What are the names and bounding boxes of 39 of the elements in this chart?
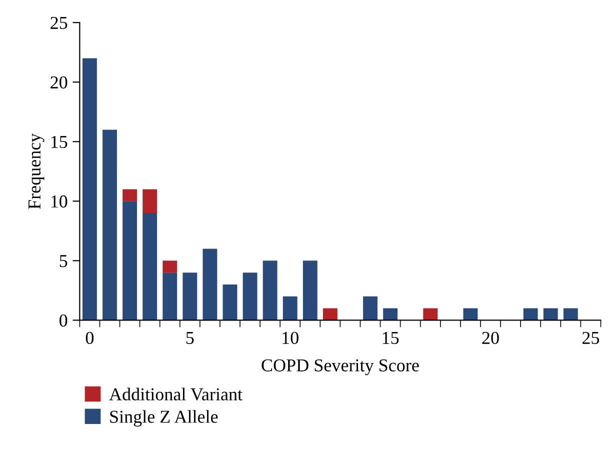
- bar: [182, 272, 198, 320]
- x-tick-label: 25: [582, 332, 600, 344]
- bar: [282, 296, 298, 320]
- bar: [463, 308, 478, 320]
- bar: [142, 213, 158, 320]
- y-tick-label: 0: [60, 314, 68, 327]
- y-tick-label: 15: [51, 136, 68, 148]
- bar: [523, 308, 538, 320]
- bar: [162, 272, 178, 320]
- bar: [122, 201, 138, 320]
- x-axis-title: COPD Severity Score: [262, 359, 419, 376]
- y-tick-label: 20: [50, 76, 68, 89]
- bar: [383, 308, 398, 320]
- bar: [162, 260, 178, 273]
- bar: [102, 130, 117, 320]
- y-axis-title: Frequency: [28, 133, 44, 209]
- bar: [302, 260, 318, 320]
- bar: [202, 248, 218, 320]
- bar: [322, 308, 338, 320]
- bar: [543, 308, 558, 320]
- legend-label: Single Z Allele: [110, 410, 218, 427]
- x-tick-label: 15: [382, 332, 399, 344]
- bar: [122, 189, 138, 202]
- y-tick-label: 5: [60, 255, 68, 268]
- x-tick-label: 5: [186, 332, 194, 344]
- x-tick-label: 10: [282, 332, 298, 344]
- bar: [563, 308, 578, 320]
- bar: [363, 296, 378, 320]
- bar: [262, 260, 278, 320]
- bar: [222, 284, 238, 320]
- bar: [82, 58, 97, 320]
- x-tick-label: 20: [482, 332, 499, 344]
- y-tick-label: 25: [50, 16, 68, 29]
- legend-label: Additional Variant: [109, 388, 242, 401]
- bar: [423, 308, 438, 320]
- x-tick-label: 0: [86, 332, 94, 344]
- bar: [242, 272, 258, 320]
- y-tick-label: 10: [51, 195, 68, 208]
- bar: [142, 189, 158, 214]
